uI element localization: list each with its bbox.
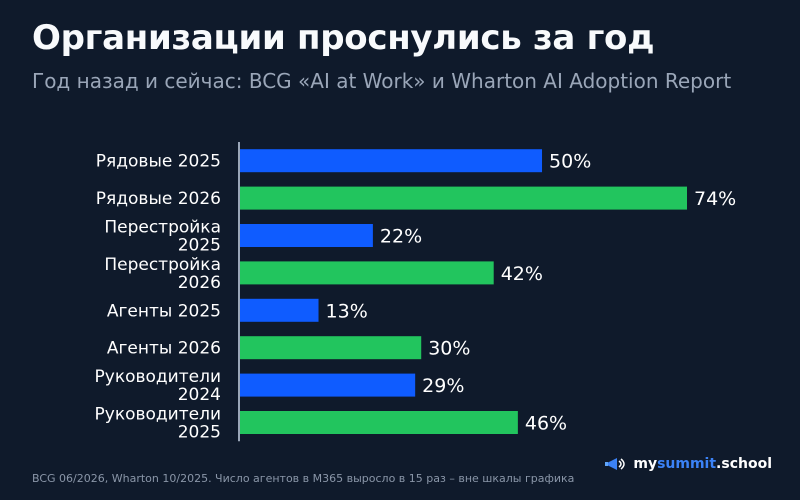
page-title: Организации проснулись за год bbox=[32, 18, 655, 58]
bar-value-label: 13% bbox=[326, 300, 368, 322]
category-label: Агенты 2026 bbox=[107, 339, 221, 359]
category-label: 2025 bbox=[178, 423, 221, 443]
brand-text-school: .school bbox=[716, 456, 772, 472]
bar bbox=[240, 186, 687, 210]
category-label: Руководители bbox=[95, 367, 221, 387]
bar bbox=[240, 149, 543, 173]
bar bbox=[240, 336, 422, 360]
page-subtitle: Год назад и сейчас: BCG «AI at Work» и W… bbox=[32, 69, 732, 93]
bar bbox=[240, 411, 518, 434]
bar-value-label: 30% bbox=[428, 338, 470, 360]
category-label: Перестройка bbox=[104, 218, 221, 238]
bar-value-label: 74% bbox=[694, 188, 736, 210]
category-label: Руководители bbox=[95, 405, 221, 425]
category-label: Перестройка bbox=[104, 255, 221, 275]
bar-value-label: 42% bbox=[501, 263, 543, 285]
category-label: Агенты 2025 bbox=[107, 301, 221, 321]
bar bbox=[240, 224, 373, 247]
source-footnote: BCG 06/2026, Wharton 10/2025. Число аген… bbox=[32, 472, 575, 485]
category-label: 2025 bbox=[178, 236, 221, 256]
category-label: 2026 bbox=[178, 273, 221, 293]
bar-value-label: 46% bbox=[525, 413, 567, 435]
megaphone-icon bbox=[605, 458, 626, 470]
bar-value-label: 22% bbox=[380, 226, 422, 248]
bar-value-label: 29% bbox=[422, 375, 464, 397]
bar bbox=[240, 261, 494, 285]
brand-text-summit: summit bbox=[657, 456, 717, 472]
brand-text-my: my bbox=[633, 456, 658, 472]
brand-logo: my summit .school bbox=[605, 456, 772, 472]
category-label: Рядовые 2025 bbox=[96, 152, 221, 172]
bar-value-label: 50% bbox=[549, 151, 591, 173]
bar bbox=[240, 373, 416, 397]
category-label: Рядовые 2026 bbox=[96, 189, 221, 209]
category-label: 2024 bbox=[178, 385, 221, 405]
bar bbox=[240, 298, 319, 322]
